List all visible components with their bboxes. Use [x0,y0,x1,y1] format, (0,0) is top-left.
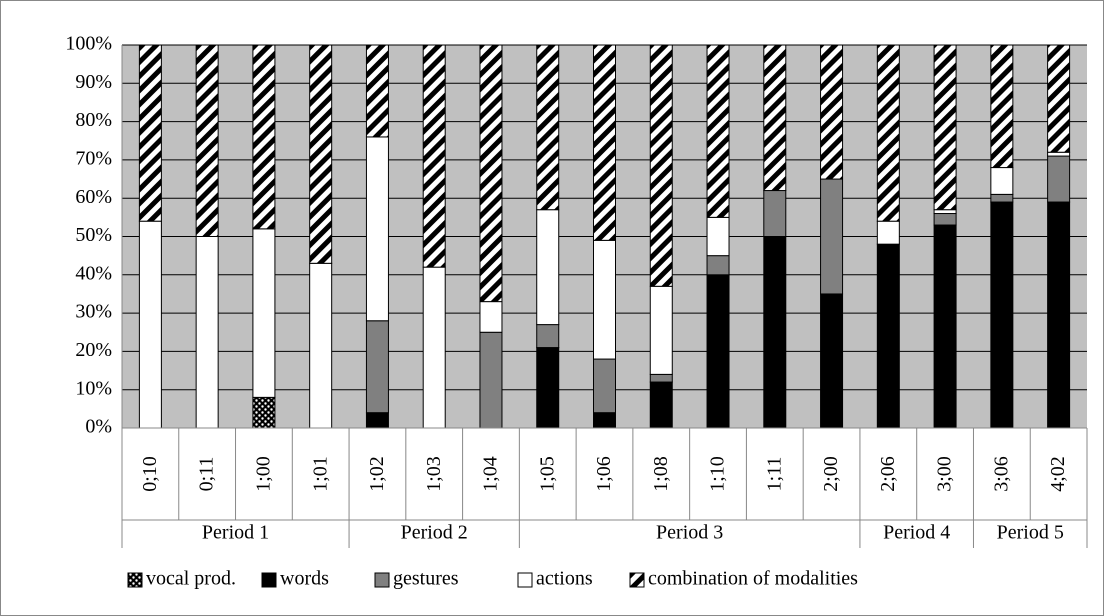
x-tick-label: 3;00 [934,456,956,492]
x-tick-label: 2;06 [877,456,899,492]
bar-segment [536,324,560,349]
x-tick-label: 1;01 [309,456,331,492]
y-tick-label: 80% [75,109,112,131]
bar-segment [763,44,787,192]
legend-swatch [127,572,143,588]
bar-segment [649,285,673,375]
bar-segment [876,44,900,222]
y-tick-label: 20% [75,339,112,361]
bar-segment [479,331,503,429]
bar-segment [252,44,276,230]
y-tick-label: 30% [75,301,112,323]
bar-segment [365,44,389,138]
bar-segment [479,301,503,333]
bar-segment [593,358,616,414]
bar-segment [138,220,162,429]
bar-segment [876,243,900,429]
y-tick-label: 60% [75,186,112,208]
x-tick-label: 0;11 [196,457,218,492]
bar-segment [422,44,446,268]
legend-swatch [374,572,390,588]
bar-segment [365,136,389,322]
group-label: Period 4 [883,522,950,544]
bar-segment [365,320,389,414]
bar-segment [990,44,1014,169]
group-label: Period 1 [202,522,269,544]
bar-segment [1047,201,1071,429]
legend-swatch [629,572,645,588]
x-tick-label: 1;05 [536,456,558,492]
x-tick-label: 1;06 [593,456,615,492]
bar-segment [365,412,389,429]
bar-segment [593,239,616,360]
y-tick-label: 50% [75,224,112,246]
bar-segment [536,209,560,326]
bar-segment [933,209,957,215]
group-label: Period 2 [401,522,468,544]
legend-label: actions [536,568,593,590]
bar-segment [138,44,162,222]
x-tick-label: 1;04 [480,456,502,492]
x-tick-label: 3;06 [990,456,1012,492]
x-tick-label: 2;00 [820,456,842,492]
bar-segment [195,44,219,237]
bar-segment [479,44,503,303]
bar-segment [820,293,844,429]
legend-label: words [280,568,329,590]
x-tick-label: 4;02 [1047,456,1069,492]
x-tick-label: 1;10 [707,456,729,492]
bar-segment [763,236,787,429]
bar-segment [309,44,333,264]
bar-segment [422,266,446,429]
x-tick-label: 1;00 [253,456,275,492]
bar-segment [252,228,276,398]
bar-segment [763,190,787,237]
bar-segment [536,347,560,429]
group-label: Period 3 [656,522,723,544]
bar-segment [1047,44,1071,153]
bar-segment [649,373,673,383]
bar-segment [990,193,1014,203]
y-tick-label: 0% [85,416,112,438]
bar-segment [933,224,957,429]
bar-segment [252,396,276,429]
bar-segment [706,255,730,276]
bar-segment [706,216,730,257]
bar-segment [593,412,616,429]
x-tick-label: 1;11 [763,457,785,492]
y-tick-label: 10% [75,377,112,399]
bar-segment [990,167,1014,195]
legend-label: gestures [393,568,459,590]
x-tick-label: 1;02 [366,456,388,492]
bar-segment [649,381,673,429]
bar-segment [933,213,957,226]
legend-label: vocal prod. [146,568,236,590]
bar-segment [820,178,844,295]
bar-segment [990,201,1014,429]
bar-segment [309,262,333,429]
bar-segment [1047,151,1071,157]
legend-label: combination of modalities [648,568,858,590]
y-tick-label: 70% [75,147,112,169]
y-tick-label: 90% [75,71,112,93]
bar-segment [536,44,560,211]
bar-segment [820,44,844,180]
bar-segment [649,44,673,287]
x-tick-label: 0;10 [139,456,161,492]
legend-swatch [261,572,277,588]
bar-segment [706,274,730,429]
legend-swatch [517,572,533,588]
bar-segment [593,44,616,241]
bar-segment [706,44,730,218]
bar-segment [933,44,957,211]
group-label: Period 5 [997,522,1064,544]
x-tick-label: 1;08 [650,456,672,492]
y-tick-label: 100% [65,33,112,55]
bar-segment [1047,155,1071,203]
x-tick-label: 1;03 [423,456,445,492]
bar-segment [876,220,900,245]
bar-segment [195,236,219,429]
y-tick-label: 40% [75,262,112,284]
